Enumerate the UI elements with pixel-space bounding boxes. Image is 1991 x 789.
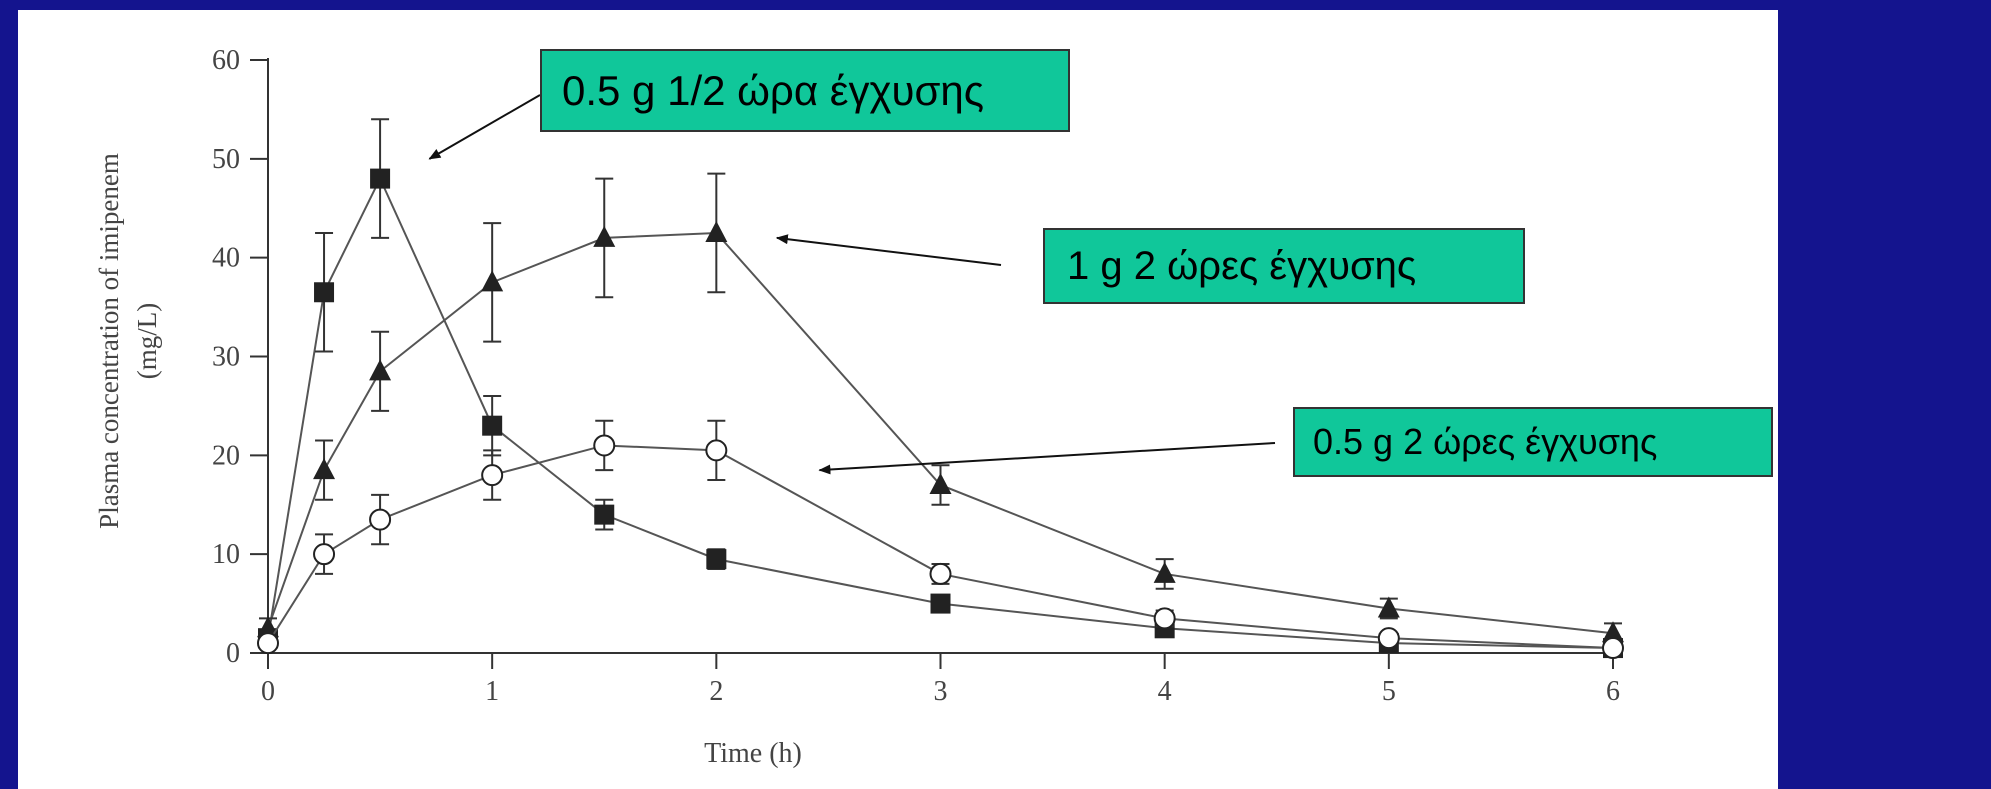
annotation-arrow	[428, 94, 541, 160]
x-tick-label: 2	[709, 676, 723, 707]
data-point-square	[314, 282, 335, 303]
data-point-triangle	[929, 472, 952, 494]
callout-0-5g-half-hour: 0.5 g 1/2 ώρα έγχυσης	[540, 49, 1070, 132]
x-tick-label: 6	[1606, 676, 1620, 707]
data-point-triangle	[481, 270, 504, 292]
data-point-circle	[929, 562, 952, 585]
data-point-square	[930, 593, 951, 614]
series-line	[267, 176, 1614, 650]
x-axis-label: Time (h)	[704, 738, 802, 769]
data-point-triangle	[705, 220, 728, 242]
y-tick-label: 20	[212, 440, 240, 471]
x-tick-label: 5	[1382, 676, 1396, 707]
data-point-circle	[593, 434, 616, 457]
data-point-triangle	[1377, 596, 1400, 618]
data-point-square	[370, 168, 391, 189]
y-axis-unit-label: (mg/L)	[132, 303, 162, 379]
x-tick-label: 0	[261, 676, 275, 707]
series-layer	[257, 118, 1624, 660]
x-tick-label: 1	[485, 676, 499, 707]
annotation-arrow	[818, 442, 1276, 475]
y-tick-label: 30	[212, 342, 240, 373]
data-point-square	[706, 549, 727, 570]
imipenem-concentration-chart: 0 10 20 30 40 50 60 0 1 2 3 4 5 6 Plasma concentratio…	[94, 45, 1624, 769]
series-line	[267, 231, 1614, 635]
series-2	[257, 419, 1624, 660]
data-point-circle	[313, 543, 336, 566]
data-point-triangle	[1602, 621, 1624, 643]
y-tick-label: 10	[212, 539, 240, 570]
y-tick-label: 40	[212, 243, 240, 274]
data-point-triangle	[313, 458, 336, 480]
series-line	[267, 444, 1614, 650]
callout-text: 0.5 g 2 ώρες έγχυσης	[1313, 421, 1658, 462]
data-point-circle	[705, 439, 728, 462]
y-tick-label: 50	[212, 144, 240, 175]
callout-1g-two-hours: 1 g 2 ώρες έγχυσης	[1043, 228, 1525, 304]
chart-panel: 0 10 20 30 40 50 60 0 1 2 3 4 5 6 Plasma concentratio…	[18, 10, 1778, 789]
data-point-square	[482, 415, 503, 436]
data-point-circle	[257, 632, 279, 655]
data-point-triangle	[593, 225, 616, 247]
data-point-circle	[369, 508, 392, 531]
y-tick-label: 60	[212, 45, 240, 76]
data-point-triangle	[257, 616, 279, 638]
data-point-circle	[481, 464, 504, 487]
y-tick-label: 0	[226, 638, 240, 669]
series-1	[257, 172, 1624, 645]
x-tick-label: 4	[1158, 676, 1172, 707]
callout-text: 0.5 g 1/2 ώρα έγχυσης	[562, 67, 985, 114]
data-point-circle	[1153, 607, 1176, 630]
axes: 0 10 20 30 40 50 60 0 1 2 3 4 5 6	[212, 45, 1620, 707]
annotation-arrow	[775, 234, 1002, 266]
data-point-triangle	[1153, 561, 1176, 583]
callout-0-5g-two-hours: 0.5 g 2 ώρες έγχυσης	[1293, 407, 1773, 477]
x-tick-label: 3	[934, 676, 948, 707]
data-point-square	[594, 504, 615, 525]
annotation-arrows	[428, 94, 1276, 475]
data-point-circle	[1602, 637, 1624, 660]
data-point-triangle	[369, 359, 392, 381]
y-axis-label: Plasma concentration of imipenem	[94, 153, 124, 529]
callout-text: 1 g 2 ώρες έγχυσης	[1067, 244, 1417, 288]
data-point-circle	[1377, 627, 1400, 650]
